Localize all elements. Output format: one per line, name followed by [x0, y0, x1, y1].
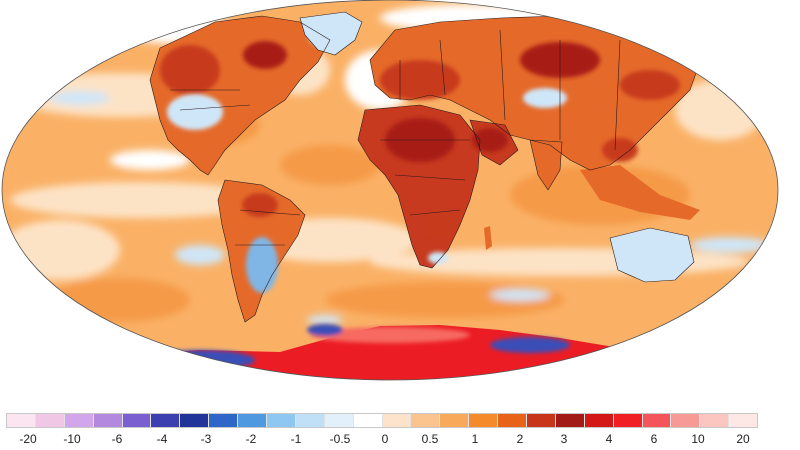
colorbar-swatch: [729, 414, 758, 427]
colorbar-tick-label: -4: [156, 432, 168, 446]
colorbar-legend: -20 -10 -6 -4 -3 -2 -1 -0.5 0 0.5 1 2 3 4 6 10 20: [6, 413, 758, 449]
colorbar-swatch: [469, 414, 499, 427]
colorbar-tick-label: -3: [200, 432, 212, 446]
colorbar-tick-label: -1: [290, 432, 302, 446]
colorbar-swatch: [209, 414, 239, 427]
colorbar-swatch: [295, 414, 325, 427]
colorbar-swatch: [527, 414, 556, 427]
colorbar-swatch: [555, 414, 585, 427]
colorbar: [6, 413, 758, 428]
colorbar-swatch: [122, 414, 152, 427]
colorbar-swatch: [700, 414, 730, 427]
colorbar-tick-label: -2: [245, 432, 257, 446]
southeast-asia: [580, 165, 700, 220]
colorbar-swatch: [151, 414, 181, 427]
colorbar-tick-label: 20: [736, 432, 750, 446]
colorbar-swatch: [411, 414, 441, 427]
colorbar-swatch: [180, 414, 210, 427]
temperature-anomaly-map: [1, 0, 779, 381]
colorbar-tick-label: 2: [516, 432, 524, 446]
colorbar-swatch: [7, 414, 36, 427]
colorbar-swatch: [35, 414, 65, 427]
colorbar-tick-label: -6: [111, 432, 123, 446]
colorbar-swatch: [93, 414, 123, 427]
colorbar-tick-label: 0: [381, 432, 389, 446]
colorbar-tick-label: 4: [605, 432, 613, 446]
colorbar-tick-label: 6: [650, 432, 658, 446]
globe-projection: [2, 0, 778, 380]
colorbar-swatch: [613, 414, 643, 427]
madagascar: [484, 226, 492, 250]
colorbar-swatch: [353, 414, 383, 427]
colorbar-swatch: [382, 414, 412, 427]
colorbar-swatch: [238, 414, 268, 427]
colorbar-swatch: [584, 414, 614, 427]
new-zealand: [712, 292, 722, 316]
colorbar-swatch: [642, 414, 672, 427]
colorbar-tick-label: -10: [63, 432, 81, 446]
colorbar-tick-label: 3: [560, 432, 568, 446]
colorbar-tick-label: -0.5: [329, 432, 351, 446]
map-svg: [1, 0, 779, 381]
colorbar-labels: -20 -10 -6 -4 -3 -2 -1 -0.5 0 0.5 1 2 3 4 6 10 20: [6, 432, 758, 448]
colorbar-swatch: [498, 414, 528, 427]
colorbar-tick-label: -20: [19, 432, 37, 446]
colorbar-tick-label: 1: [471, 432, 479, 446]
globe-outline: [1, 0, 779, 381]
colorbar-swatch: [440, 414, 470, 427]
colorbar-swatch: [324, 414, 354, 427]
colorbar-swatch: [671, 414, 701, 427]
colorbar-tick-label: 0.5: [421, 432, 439, 446]
colorbar-swatch: [267, 414, 296, 427]
india: [530, 140, 562, 190]
colorbar-swatch: [64, 414, 94, 427]
antarctica: [2, 325, 778, 380]
colorbar-tick-label: 10: [691, 432, 705, 446]
